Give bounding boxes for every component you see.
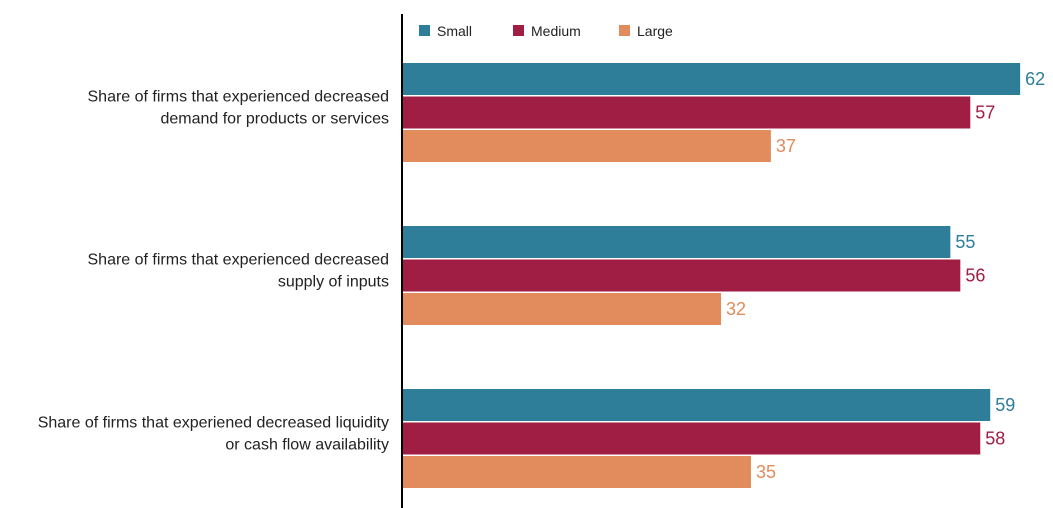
category-label-3-line-2: or cash flow availability: [225, 437, 389, 454]
data-label-medium-3: 58: [985, 429, 1005, 449]
category-label-2-line-1: Share of firms that experienced decrease…: [88, 252, 390, 269]
category-label-1-line-1: Share of firms that experienced decrease…: [88, 89, 390, 106]
bar-large-3: [402, 456, 751, 488]
category-label-2-line-2: supply of inputs: [278, 274, 389, 291]
bar-medium-2: [402, 259, 961, 292]
bar-large-2: [402, 293, 722, 325]
legend-label-large: Large: [637, 23, 673, 39]
category-label-1-line-2: demand for products or services: [160, 111, 389, 128]
data-label-small-3: 59: [995, 395, 1015, 415]
legend-label-small: Small: [437, 23, 472, 39]
legend-swatch-medium: [513, 25, 524, 36]
bar-small-1: [402, 63, 1021, 95]
data-label-large-3: 35: [756, 462, 776, 482]
bar-medium-1: [402, 96, 971, 129]
bar-small-2: [402, 226, 951, 258]
legend-swatch-small: [419, 25, 430, 36]
data-label-small-1: 62: [1025, 69, 1045, 89]
data-label-medium-1: 57: [975, 103, 995, 123]
bar-medium-3: [402, 422, 981, 455]
data-label-small-2: 55: [955, 232, 975, 252]
bar-large-1: [402, 130, 771, 162]
data-label-large-1: 37: [776, 136, 796, 156]
data-label-medium-2: 56: [965, 266, 985, 286]
data-label-large-2: 32: [726, 299, 746, 319]
legend-swatch-large: [619, 25, 630, 36]
category-label-3-line-1: Share of firms that experiened decreased…: [38, 415, 389, 432]
legend-label-medium: Medium: [531, 23, 581, 39]
bar-small-3: [402, 389, 991, 421]
